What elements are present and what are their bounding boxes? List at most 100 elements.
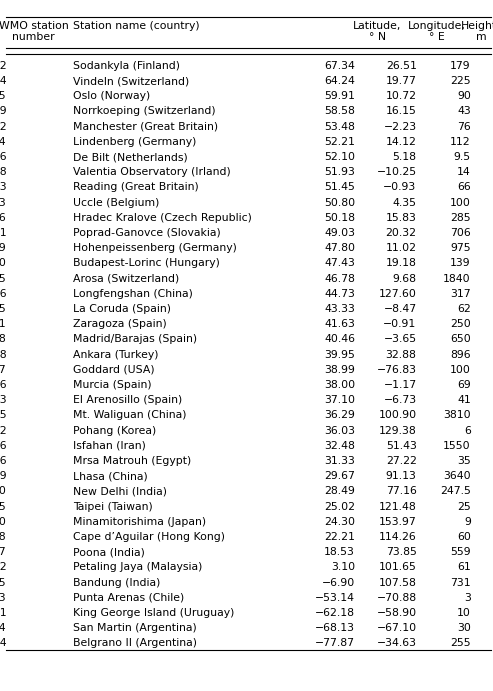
Text: 24.30: 24.30 [324,517,355,527]
Text: 121.48: 121.48 [379,502,417,511]
Text: 376: 376 [0,456,6,466]
Text: 35: 35 [0,274,6,283]
Text: Latitude,
° N: Latitude, ° N [353,21,401,42]
Text: 64.24: 64.24 [324,76,355,86]
Text: 32.88: 32.88 [386,350,417,359]
Text: 332: 332 [0,426,6,435]
Text: Goddard (USA): Goddard (USA) [73,365,155,375]
Text: 90: 90 [457,91,471,101]
Text: 322: 322 [0,562,6,572]
Text: 96: 96 [0,213,6,223]
Text: 317: 317 [450,289,471,299]
Text: 308: 308 [0,334,6,344]
Text: 100.90: 100.90 [379,410,417,420]
Text: 39.95: 39.95 [324,350,355,359]
Text: 27.22: 27.22 [386,456,417,466]
Text: 22.21: 22.21 [324,532,355,542]
Text: 30: 30 [0,517,6,527]
Text: 107.58: 107.58 [379,578,417,587]
Text: 100: 100 [0,258,6,268]
Text: Sodankyla (Finland): Sodankyla (Finland) [73,61,180,70]
Text: 1840: 1840 [443,274,471,283]
Text: 3640: 3640 [443,471,471,481]
Text: 67.34: 67.34 [324,61,355,70]
Text: 38.00: 38.00 [324,380,355,390]
Text: 29.67: 29.67 [324,471,355,481]
Text: De Bilt (Netherlands): De Bilt (Netherlands) [73,152,188,162]
Text: 44.73: 44.73 [324,289,355,299]
Text: Lindenberg (Germany): Lindenberg (Germany) [73,137,196,146]
Text: 153.97: 153.97 [379,517,417,527]
Text: −3.65: −3.65 [384,334,417,344]
Text: 35: 35 [457,456,471,466]
Text: 14: 14 [457,167,471,177]
Text: 318: 318 [0,167,6,177]
Text: 11.02: 11.02 [386,243,417,253]
Text: 255: 255 [450,638,471,648]
Text: Ankara (Turkey): Ankara (Turkey) [73,350,158,359]
Text: 336: 336 [0,441,6,451]
Text: 25: 25 [457,502,471,511]
Text: 279: 279 [0,106,6,116]
Text: −53.14: −53.14 [315,593,355,603]
Text: 284: 284 [0,76,6,86]
Text: 30: 30 [457,623,471,633]
Text: 3.10: 3.10 [331,562,355,572]
Text: 10.72: 10.72 [386,91,417,101]
Text: Station name (country): Station name (country) [73,21,200,30]
Text: 473: 473 [0,593,6,603]
Text: 731: 731 [450,578,471,587]
Text: 41.63: 41.63 [324,319,355,329]
Text: −68.13: −68.13 [315,623,355,633]
Text: Oslo (Norway): Oslo (Norway) [73,91,150,101]
Text: 15.83: 15.83 [386,213,417,223]
Text: 250: 250 [450,319,471,329]
Text: Uccle (Belgium): Uccle (Belgium) [73,198,159,207]
Text: 4.35: 4.35 [392,198,417,207]
Text: Cape d’Aguilar (Hong Kong): Cape d’Aguilar (Hong Kong) [73,532,225,542]
Text: 32.48: 32.48 [324,441,355,451]
Text: 447: 447 [0,365,6,375]
Text: Mt. Waliguan (China): Mt. Waliguan (China) [73,410,186,420]
Text: 53: 53 [0,198,6,207]
Text: 19.18: 19.18 [386,258,417,268]
Text: Zaragoza (Spain): Zaragoza (Spain) [73,319,167,329]
Text: Poprad-Ganovce (Slovakia): Poprad-Ganovce (Slovakia) [73,228,221,238]
Text: 346: 346 [0,380,6,390]
Text: Hradec Kralove (Czech Republic): Hradec Kralove (Czech Republic) [73,213,252,223]
Text: 5.18: 5.18 [392,152,417,162]
Text: 100: 100 [450,198,471,207]
Text: 187: 187 [0,547,6,557]
Text: 349: 349 [0,471,6,481]
Text: 100: 100 [450,365,471,375]
Text: −10.25: −10.25 [377,167,417,177]
Text: Punta Arenas (Chile): Punta Arenas (Chile) [73,593,184,603]
Text: 41: 41 [457,395,471,405]
Text: 14.12: 14.12 [386,137,417,146]
Text: 3810: 3810 [443,410,471,420]
Text: −77.87: −77.87 [315,638,355,648]
Text: 353: 353 [0,182,6,192]
Text: Isfahan (Iran): Isfahan (Iran) [73,441,146,451]
Text: 50.80: 50.80 [324,198,355,207]
Text: 53.48: 53.48 [324,122,355,131]
Text: 99: 99 [0,243,6,253]
Text: 66: 66 [457,182,471,192]
Text: 58.58: 58.58 [324,106,355,116]
Text: 179: 179 [450,61,471,70]
Text: 73.85: 73.85 [386,547,417,557]
Text: Arosa (Switzerland): Arosa (Switzerland) [73,274,179,283]
Text: 475: 475 [0,578,6,587]
Text: 28.49: 28.49 [324,486,355,496]
Text: 52.10: 52.10 [324,152,355,162]
Text: 16.15: 16.15 [386,106,417,116]
Text: 10: 10 [457,608,471,618]
Text: 127.60: 127.60 [379,289,417,299]
Text: 91.13: 91.13 [386,471,417,481]
Text: 314: 314 [0,638,6,648]
Text: Reading (Great Britain): Reading (Great Britain) [73,182,199,192]
Text: 46.78: 46.78 [324,274,355,283]
Text: Budapest-Lorinc (Hungary): Budapest-Lorinc (Hungary) [73,258,220,268]
Text: 316: 316 [0,152,6,162]
Text: Mrsa Matrouh (Egypt): Mrsa Matrouh (Egypt) [73,456,191,466]
